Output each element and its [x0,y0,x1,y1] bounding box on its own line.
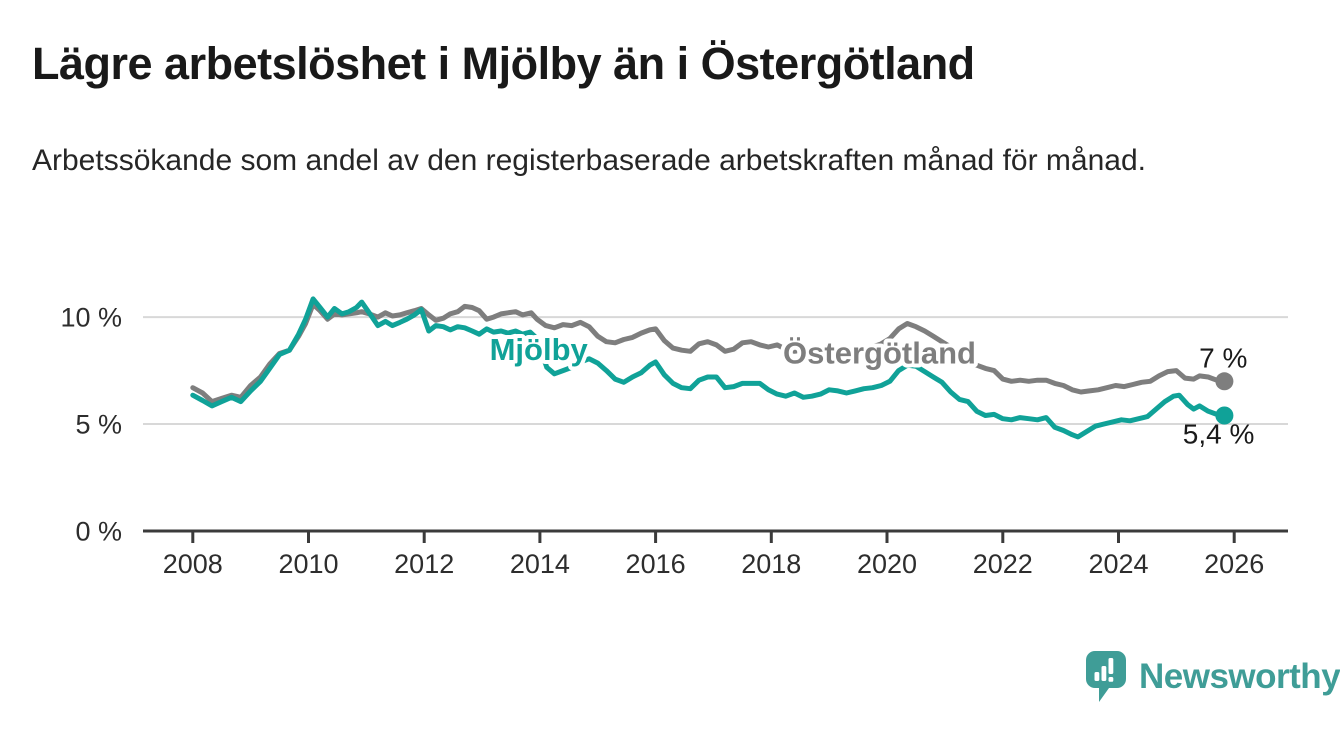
y-tick-label: 10 % [60,303,122,333]
x-tick-label: 2010 [278,549,338,579]
series-label-östergötland: Östergötland [783,335,976,370]
series-line-mjölby [190,296,1227,440]
newsworthy-speech-bubble-bar-chart-icon [1086,651,1126,702]
brand-wordmark: Newsworthy [1139,657,1340,696]
end-dot-mjölby [1215,406,1234,425]
y-tick-label: 0 % [75,517,122,547]
x-tick-label: 2012 [394,549,454,579]
newsworthy-brand-link[interactable]: Newsworthy [1086,648,1340,706]
x-tick-label: 2016 [626,549,686,579]
series-label-mjölby: Mjölby [490,332,589,367]
end-value-label-östergötland: 7 % [1199,342,1247,373]
x-tick-label: 2022 [973,549,1033,579]
x-tick-label: 2018 [741,549,801,579]
x-tick-label: 2026 [1204,549,1264,579]
page-title: Lägre arbetslöshet i Mjölby än i Östergö… [32,38,975,89]
chart-subtitle: Arbetssökande som andel av den registerb… [32,144,1146,177]
x-tick-label: 2014 [510,549,570,579]
x-tick-label: 2024 [1088,549,1148,579]
end-dot-östergötland [1215,372,1234,391]
x-tick-label: 2008 [163,549,223,579]
x-tick-label: 2020 [857,549,917,579]
line-chart: Östergötland Mjölby 7 % 5,4 % 2008 2010 2012 20… [60,296,1288,579]
y-tick-label: 5 % [75,410,122,440]
series-line-östergötland [190,301,1227,405]
end-value-label-mjölby: 5,4 % [1183,419,1255,450]
